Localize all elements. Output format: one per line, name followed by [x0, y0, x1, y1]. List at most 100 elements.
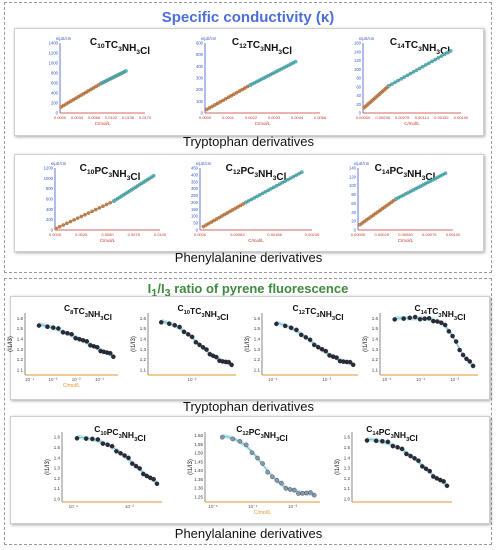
data-point — [84, 339, 90, 344]
y-tick-label: 1.1 — [372, 367, 379, 372]
conductivity-section: Specific conductivity (κ) — [4, 2, 492, 273]
data-point — [260, 461, 265, 466]
y-tick-label: 60 — [351, 201, 356, 206]
y-tick-label: 1.6 — [254, 316, 261, 321]
y-axis-label: κ/μS/cm — [56, 36, 72, 41]
data-point — [181, 329, 187, 335]
y-tick-label: 400 — [191, 172, 199, 177]
y-tick-label: 1.5 — [344, 445, 351, 450]
x-tick-label: 10⁻² — [125, 504, 134, 509]
fit-curve — [222, 435, 315, 495]
data-point — [133, 463, 139, 469]
conductivity-chart-4: 0 200 400 600 800 1000 1200 0.0000 0.0025 0.0050 0… — [44, 161, 167, 243]
x-tick-label: 0.00166 — [267, 232, 282, 237]
y-tick-label: 1.25 — [194, 494, 203, 499]
y-tick-label: 1.35 — [194, 477, 203, 482]
data-point — [416, 458, 421, 463]
data-point — [422, 316, 427, 321]
conductivity-tryptophan-row — [14, 28, 484, 136]
fit-line — [100, 70, 127, 84]
data-point — [412, 456, 417, 461]
data-point — [303, 335, 309, 340]
y-tick-label: 200 — [51, 101, 59, 106]
x-tick-label: 0.0050 — [101, 232, 114, 237]
data-point — [395, 445, 400, 450]
chart-title: C12TC3NH3Cl — [232, 37, 292, 57]
data-point — [95, 437, 101, 442]
fit-line — [388, 50, 451, 87]
data-point — [296, 491, 301, 496]
y-tick-label: 1.3 — [17, 347, 24, 352]
data-point — [319, 347, 325, 352]
x-tick-label: 0.0000 — [54, 115, 67, 120]
x-tick-label: 0.0100 — [154, 232, 167, 237]
x-axis-label: C/mol/L — [398, 238, 414, 243]
data-point — [219, 435, 225, 440]
fit-line — [250, 61, 296, 86]
data-point — [249, 450, 255, 456]
y-tick-label: 1.50 — [194, 451, 203, 456]
y-tick-label: 1.1 — [140, 367, 147, 372]
data-point — [189, 334, 195, 340]
data-point — [105, 442, 110, 448]
x-tick-label: 0.0033 — [268, 115, 281, 120]
x-tick-label: 0.0000 — [194, 232, 207, 237]
data-point — [77, 337, 82, 342]
x-axis-label: C/mol/L — [254, 510, 271, 516]
fit-line — [363, 85, 389, 108]
y-tick-label: 100 — [349, 183, 357, 188]
y-tick-label: 1.4 — [17, 336, 24, 341]
x-tick-label: 0.0044 — [291, 115, 304, 120]
fluorescence-tryptophan-row — [10, 296, 490, 400]
y-tick-label: 1400 — [49, 41, 59, 46]
data-point — [412, 314, 418, 320]
data-point — [442, 322, 448, 328]
data-point — [229, 362, 234, 368]
fit-band — [222, 433, 315, 497]
data-point — [467, 359, 473, 364]
data-point — [453, 339, 459, 344]
data-point — [60, 330, 66, 335]
data-point — [446, 329, 452, 334]
data-point — [193, 340, 199, 345]
chart-title: C12TC3NH3Cl — [292, 303, 343, 322]
y-tick-label: 800 — [51, 71, 59, 76]
data-point — [299, 332, 304, 338]
y-tick-label: 1.3 — [54, 466, 61, 471]
data-point — [311, 342, 317, 348]
x-tick-label: 0.0034 — [71, 115, 84, 120]
chart-title: C10TC3NH3Cl — [177, 303, 228, 322]
data-point — [323, 348, 329, 354]
y-axis-label: κ/μS/cm — [196, 161, 212, 166]
x-tick-label: 0.0075 — [128, 232, 141, 237]
x-tick-label: 0.0000 — [199, 115, 212, 120]
y-axis-label: (I1/I3) — [245, 336, 251, 352]
data-point — [423, 466, 429, 472]
x-tick-label: 0.00025 — [375, 232, 390, 237]
x-axis-label: C/mol/L — [248, 238, 264, 243]
x-tick-label: 0.0068 — [88, 115, 101, 120]
data-point — [292, 487, 297, 493]
data-point — [294, 327, 299, 333]
conductivity-section-title: Specific conductivity (κ) — [161, 9, 335, 26]
data-point — [457, 347, 462, 353]
data-point — [274, 321, 279, 327]
pyrene-chart-4: 1.1 1.2 1.3 1.4 1.5 1.6 10⁻⁵ 10⁻⁴ 10⁻³ (I1/I3) C14… — [363, 303, 478, 382]
x-tick-label: 0.00152 — [434, 115, 449, 120]
y-tick-label: 1.4 — [54, 455, 61, 460]
pyrene-chart-3: 1.1 1.2 1.3 1.4 1.5 1.6 10⁻⁴ 10⁻³ (I1/I3) C12TC3N… — [245, 303, 358, 382]
x-tick-label: 10⁻¹ — [95, 377, 104, 382]
y-axis-label: (I1/I3) — [131, 336, 137, 352]
x-tick-label: 0.00038 — [375, 115, 390, 120]
x-tick-label: 0.00083 — [230, 232, 245, 237]
y-tick-label: 0 — [359, 111, 362, 116]
x-tick-label: 0.00075 — [422, 232, 437, 237]
data-point — [444, 483, 450, 489]
x-tick-label: 0.00000 — [356, 115, 371, 120]
fluorescence-section-title: I1/I3 ratio of pyrene fluorescence — [147, 281, 349, 300]
data-point — [426, 316, 432, 321]
chart-title: C10PC3NH3Cl — [94, 424, 146, 443]
y-tick-label: 400 — [51, 91, 59, 96]
data-point — [334, 355, 339, 360]
